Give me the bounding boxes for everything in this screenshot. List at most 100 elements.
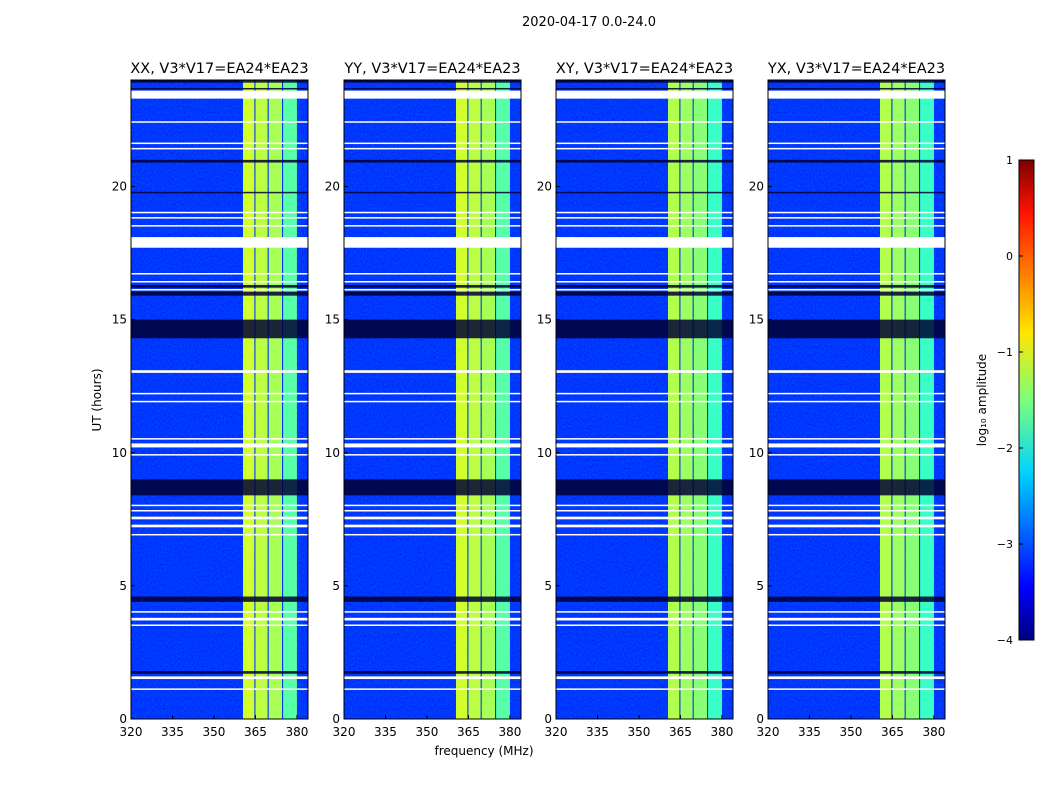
colorbar-gradient xyxy=(1018,159,1035,641)
band-column xyxy=(481,80,496,719)
panel-frame xyxy=(767,79,946,720)
low-amplitude-row xyxy=(768,191,945,194)
low-amplitude-row xyxy=(344,596,521,602)
flagged-row xyxy=(344,611,521,613)
band-column xyxy=(496,80,510,719)
flagged-row xyxy=(344,211,521,214)
y-tick-label: 5 xyxy=(756,579,764,593)
flagged-row xyxy=(344,142,521,145)
flagged-row xyxy=(768,400,945,403)
low-amplitude-row xyxy=(556,87,733,90)
band-column xyxy=(255,80,268,719)
y-tick-label: 5 xyxy=(332,579,340,593)
low-amplitude-row xyxy=(131,291,308,296)
low-amplitude-row xyxy=(768,671,945,674)
flagged-row xyxy=(556,281,733,283)
low-amplitude-row xyxy=(556,319,733,339)
y-tick-label: 20 xyxy=(325,180,340,194)
flagged-row xyxy=(556,516,733,520)
band-column xyxy=(243,80,255,719)
flagged-row xyxy=(768,688,945,690)
flagged-row xyxy=(556,524,733,528)
flagged-row xyxy=(768,370,945,373)
panel-frame xyxy=(343,79,522,720)
band-column xyxy=(880,80,892,719)
flagged-row xyxy=(768,90,945,99)
y-tick-label: 15 xyxy=(537,313,552,327)
flagged-row xyxy=(768,273,945,275)
low-amplitude-row xyxy=(131,319,308,339)
low-amplitude-row xyxy=(768,159,945,163)
y-tick-label: 10 xyxy=(112,446,127,460)
x-tick-label: 335 xyxy=(798,725,821,739)
flagged-row xyxy=(131,121,308,123)
band-column xyxy=(892,80,905,719)
flagged-row xyxy=(131,147,308,150)
low-amplitude-row xyxy=(556,479,733,496)
flagged-row xyxy=(768,147,945,150)
flagged-row xyxy=(556,142,733,145)
flagged-row xyxy=(344,454,521,456)
x-tick-label: 335 xyxy=(374,725,397,739)
low-amplitude-row xyxy=(131,596,308,602)
band-column xyxy=(283,80,297,719)
flagged-row xyxy=(768,211,945,214)
flagged-row xyxy=(556,617,733,621)
panel-title: YX, V3*V17=EA24*EA23 xyxy=(767,61,945,77)
x-tick-label: 320 xyxy=(757,725,780,739)
colorbar-tick-label: 0 xyxy=(1006,250,1013,263)
flagged-row xyxy=(344,504,521,507)
colorbar-tick-label: −4 xyxy=(997,634,1013,647)
flagged-row xyxy=(131,676,308,680)
flagged-row xyxy=(556,273,733,275)
flagged-row xyxy=(556,454,733,456)
x-tick-label: 365 xyxy=(457,725,480,739)
flagged-row xyxy=(344,676,521,680)
flagged-row xyxy=(131,454,308,456)
flagged-row xyxy=(131,533,308,536)
flagged-row xyxy=(344,370,521,373)
band-column xyxy=(668,80,680,719)
low-amplitude-row xyxy=(768,596,945,602)
flagged-row xyxy=(556,438,733,440)
flagged-row xyxy=(768,237,945,248)
flagged-row xyxy=(131,504,308,507)
flagged-row xyxy=(344,524,521,528)
flagged-row xyxy=(131,237,308,248)
low-amplitude-row xyxy=(556,291,733,296)
flagged-row xyxy=(344,688,521,690)
y-tick-label: 10 xyxy=(325,446,340,460)
low-amplitude-row xyxy=(344,159,521,163)
flagged-row xyxy=(131,142,308,145)
low-amplitude-row xyxy=(131,479,308,496)
panel-4: YX, V3*V17=EA24*EA23 320 335 350 365 380 0 5 10 1… xyxy=(749,61,946,739)
flagged-row xyxy=(556,237,733,248)
flagged-row xyxy=(344,121,521,123)
x-tick-label: 320 xyxy=(333,725,356,739)
flagged-row xyxy=(768,289,945,291)
flagged-row xyxy=(344,289,521,291)
flagged-row xyxy=(768,225,945,227)
flagged-row xyxy=(344,533,521,536)
low-amplitude-row xyxy=(556,596,733,602)
x-tick-label: 350 xyxy=(840,725,863,739)
x-tick-label: 320 xyxy=(120,725,143,739)
flagged-row xyxy=(131,370,308,373)
low-amplitude-row xyxy=(556,671,733,674)
low-amplitude-row xyxy=(556,191,733,194)
low-amplitude-row xyxy=(344,479,521,496)
band-column xyxy=(268,80,283,719)
y-tick-label: 5 xyxy=(119,579,127,593)
flagged-row xyxy=(768,142,945,145)
y-axis-label: UT (hours) xyxy=(90,368,104,431)
flagged-row xyxy=(131,438,308,440)
flagged-row xyxy=(344,225,521,227)
flagged-row xyxy=(556,147,733,150)
low-amplitude-row xyxy=(768,80,945,83)
flagged-row xyxy=(556,392,733,395)
flagged-row xyxy=(344,237,521,248)
flagged-row xyxy=(768,504,945,507)
x-tick-label: 350 xyxy=(416,725,439,739)
low-amplitude-row xyxy=(344,191,521,194)
flagged-row xyxy=(768,524,945,528)
